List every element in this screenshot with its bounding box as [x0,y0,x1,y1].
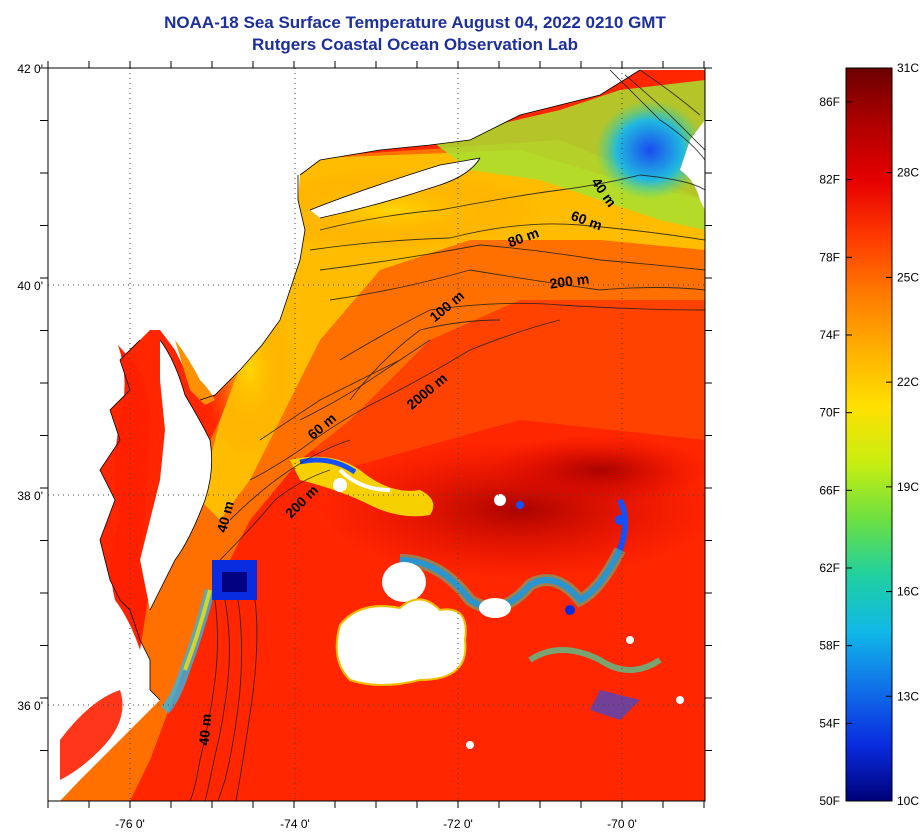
map-title: NOAA-18 Sea Surface Temperature August 0… [164,13,666,32]
colorbar-scale [845,67,893,802]
colorbar-f-label: 62F [819,561,840,575]
lat-label: 42 0' [17,62,43,76]
colorbar-c-label: 22C [897,375,919,389]
colorbar: 86F 82F 78F 74F 70F 66F 62F 58F 54F 50F 31C 28C 25C… [819,61,919,808]
lat-label: 38 0' [17,489,43,503]
colorbar-celsius-labels: 31C 28C 25C 22C 19C 16C 13C 10C [886,61,919,808]
lon-label: -70 0' [607,817,637,831]
colorbar-fahrenheit-labels: 86F 82F 78F 74F 70F 66F 62F 58F 54F 50F [819,95,852,808]
colorbar-f-label: 58F [819,639,840,653]
map-subtitle: Rutgers Coastal Ocean Observation Lab [252,35,578,54]
colorbar-f-label: 78F [819,250,840,264]
chesapeake-bay [111,345,150,650]
lon-label: -76 0' [115,817,145,831]
coastline [99,69,641,701]
colorbar-c-label: 13C [897,689,919,703]
latitude-axis: 42 0' 40 0' 38 0' 36 0' [17,62,43,713]
lon-label: -74 0' [280,817,310,831]
colorbar-f-label: 74F [819,328,840,342]
lon-label: -72 0' [443,817,473,831]
depth-contour-label: 200 m [549,270,591,291]
depth-contours [189,69,705,801]
colorbar-c-label: 19C [897,480,919,494]
colorbar-f-label: 86F [819,95,840,109]
lat-label: 36 0' [17,699,43,713]
colorbar-f-label: 50F [819,794,840,808]
colorbar-c-label: 10C [897,794,919,808]
cloud-masks [333,478,511,686]
colorbar-f-label: 70F [819,406,840,420]
colorbar-c-label: 25C [897,270,919,284]
land-mask [48,68,705,801]
axis-ticks [40,61,712,808]
depth-contour-label: 40 m [196,713,215,746]
longitude-axis: -76 0' -74 0' -72 0' -70 0' [115,817,637,831]
colorbar-c-label: 16C [897,585,919,599]
graticule [48,68,705,801]
colorbar-c-label: 28C [897,166,919,180]
lat-label: 40 0' [17,279,43,293]
cold-water-pool [595,100,705,200]
colorbar-f-label: 54F [819,716,840,730]
depth-contour-label: 40 m [213,499,237,534]
colorbar-f-label: 82F [819,173,840,187]
colorbar-c-label: 31C [897,61,919,75]
colorbar-f-label: 66F [819,483,840,497]
